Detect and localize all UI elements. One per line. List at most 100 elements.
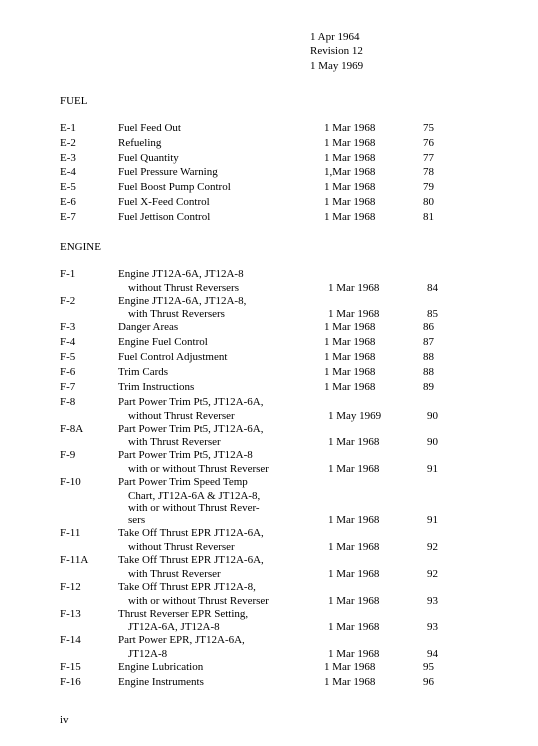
entry-title-cont: JT12A-8 [118, 648, 328, 660]
entry-date: 1 Mar 1968 [324, 210, 406, 225]
toc-entry-continuation: sers1 Mar 196891 [118, 514, 483, 526]
entry-code: F-8 [60, 395, 118, 410]
entry-title: Engine Fuel Control [118, 335, 324, 350]
toc-entry-continuation: without Thrust Reverser1 May 196990 [118, 410, 483, 422]
page-container: 1 Apr 1964 Revision 12 1 May 1969 FUELE-… [0, 0, 538, 746]
entry-page: 88 [406, 350, 434, 365]
entry-code: F-15 [60, 660, 118, 675]
entry-code: E-3 [60, 151, 118, 166]
entry-title: Refueling [118, 136, 324, 151]
toc-entry: F-14Part Power EPR, JT12A-6A, [60, 633, 483, 648]
toc-entry: F-5Fuel Control Adjustment1 Mar 196888 [60, 350, 483, 365]
entry-code: F-10 [60, 475, 118, 490]
entry-code: F-11A [60, 553, 118, 568]
entry-date: 1 Mar 1968 [324, 660, 406, 675]
entry-title-cont: with or without Thrust Reverser [118, 463, 328, 475]
entry-date: 1 Mar 1968 [328, 308, 410, 320]
entry-title-cont: sers [118, 514, 328, 526]
entry-page: 88 [406, 365, 434, 380]
entry-title: Fuel Jettison Control [118, 210, 324, 225]
entry-code: F-6 [60, 365, 118, 380]
header-revision: Revision 12 [310, 44, 483, 58]
toc-entry: F-11ATake Off Thrust EPR JT12A-6A, [60, 553, 483, 568]
entry-date: 1 Mar 1968 [328, 595, 410, 607]
entry-title: Part Power EPR, JT12A-6A, [118, 633, 324, 648]
entry-code: F-14 [60, 633, 118, 648]
entry-title: Fuel Feed Out [118, 121, 324, 136]
toc-entry: F-12Take Off Thrust EPR JT12A-8, [60, 580, 483, 595]
entry-title: Part Power Trim Pt5, JT12A-6A, [118, 395, 324, 410]
entry-code: F-11 [60, 526, 118, 541]
entry-code: E-4 [60, 165, 118, 180]
header-date-revision: 1 May 1969 [310, 59, 483, 73]
toc-entry: F-3Danger Areas1 Mar 196886 [60, 320, 483, 335]
toc-entry: F-7Trim Instructions1 Mar 196889 [60, 380, 483, 395]
toc-entry: F-11Take Off Thrust EPR JT12A-6A, [60, 526, 483, 541]
entry-page: 93 [410, 621, 438, 633]
entry-code: F-13 [60, 607, 118, 622]
entry-page: 77 [406, 151, 434, 166]
entry-title: Danger Areas [118, 320, 324, 335]
entry-page: 89 [406, 380, 434, 395]
entry-title: Fuel Boost Pump Control [118, 180, 324, 195]
entry-title: Engine Instruments [118, 675, 324, 690]
entry-date: 1 Mar 1968 [324, 151, 406, 166]
section-title: ENGINE [60, 241, 483, 253]
entry-page: 94 [410, 648, 438, 660]
entry-page: 75 [406, 121, 434, 136]
entry-title: Engine JT12A-6A, JT12A-8, [118, 294, 324, 309]
toc-entry-continuation: with Thrust Reverser1 Mar 196892 [118, 568, 483, 580]
toc-entry-continuation: without Thrust Reversers1 Mar 196884 [118, 282, 483, 294]
entry-code: E-1 [60, 121, 118, 136]
toc-entry: E-2Refueling1 Mar 196876 [60, 136, 483, 151]
entry-page: 79 [406, 180, 434, 195]
entry-page: 81 [406, 210, 434, 225]
toc-entry: F-15Engine Lubrication1 Mar 196895 [60, 660, 483, 675]
entry-title: Take Off Thrust EPR JT12A-6A, [118, 526, 324, 541]
entry-date: 1 Mar 1968 [324, 180, 406, 195]
entry-page: 93 [410, 595, 438, 607]
toc-entry: E-3Fuel Quantity1 Mar 196877 [60, 151, 483, 166]
entry-date: 1,Mar 1968 [324, 165, 406, 180]
entry-date: 1 Mar 1968 [328, 436, 410, 448]
entry-page: 76 [406, 136, 434, 151]
entry-title: Take Off Thrust EPR JT12A-6A, [118, 553, 324, 568]
toc-entry: F-1Engine JT12A-6A, JT12A-8 [60, 267, 483, 282]
entry-title-cont: with or without Thrust Reverser [118, 595, 328, 607]
toc-entry: F-13Thrust Reverser EPR Setting, [60, 607, 483, 622]
entry-date: 1 May 1969 [328, 410, 410, 422]
entry-code: F-16 [60, 675, 118, 690]
toc-entry: F-10Part Power Trim Speed Temp [60, 475, 483, 490]
entry-date: 1 Mar 1968 [328, 621, 410, 633]
entry-date [328, 490, 410, 502]
entry-page: 78 [406, 165, 434, 180]
toc-entry-continuation: with Thrust Reversers1 Mar 196885 [118, 308, 483, 320]
entry-page: 90 [410, 436, 438, 448]
entry-title: Fuel Control Adjustment [118, 350, 324, 365]
toc-entry-continuation: with or without Thrust Reverser1 Mar 196… [118, 463, 483, 475]
entry-date: 1 Mar 1968 [328, 648, 410, 660]
entry-code: E-6 [60, 195, 118, 210]
entry-code: F-3 [60, 320, 118, 335]
entry-title: Take Off Thrust EPR JT12A-8, [118, 580, 324, 595]
entry-title: Trim Cards [118, 365, 324, 380]
entry-date: 1 Mar 1968 [324, 350, 406, 365]
entry-date: 1 Mar 1968 [328, 541, 410, 553]
entry-date: 1 Mar 1968 [324, 136, 406, 151]
entry-title-cont: without Thrust Reverser [118, 410, 328, 422]
entry-date: 1 Mar 1968 [324, 335, 406, 350]
page-number: iv [60, 714, 483, 726]
entry-title: Fuel Quantity [118, 151, 324, 166]
entry-date: 1 Mar 1968 [328, 514, 410, 526]
entry-title: Part Power Trim Speed Temp [118, 475, 324, 490]
entry-date: 1 Mar 1968 [328, 282, 410, 294]
entry-page [410, 502, 438, 514]
entry-date: 1 Mar 1968 [324, 675, 406, 690]
entry-title-cont: with Thrust Reversers [118, 308, 328, 320]
toc-entry-continuation: with Thrust Reverser1 Mar 196890 [118, 436, 483, 448]
toc-entry-continuation: JT12A-81 Mar 196894 [118, 648, 483, 660]
entry-title-cont: without Thrust Reverser [118, 541, 328, 553]
entry-code: F-5 [60, 350, 118, 365]
entry-code: F-7 [60, 380, 118, 395]
entry-page: 92 [410, 541, 438, 553]
